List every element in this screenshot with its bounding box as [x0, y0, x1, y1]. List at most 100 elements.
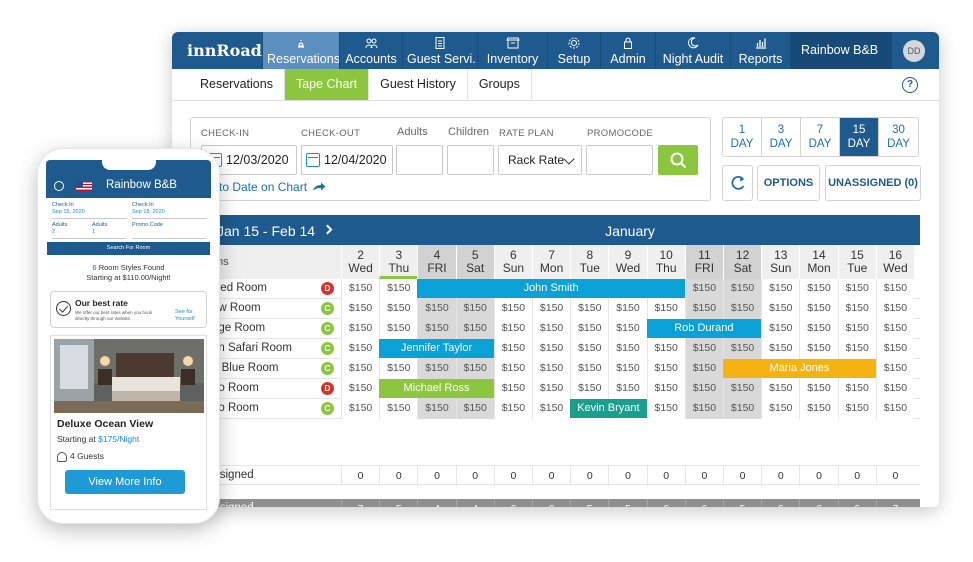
rate-cell[interactable]: $150 [341, 279, 380, 299]
rate-cell[interactable]: $150 [341, 399, 380, 419]
rate-cell[interactable]: $150 [837, 299, 876, 319]
user-avatar[interactable]: DD [903, 40, 925, 62]
mobile-adults-field[interactable]: Adults 2 [52, 222, 67, 236]
rate-cell[interactable]: $150 [875, 339, 914, 359]
nav-item-admin[interactable]: Admin [600, 32, 655, 69]
rate-cell[interactable]: $150 [761, 399, 800, 419]
property-selector[interactable]: Rainbow B&B [790, 32, 892, 90]
rate-cell[interactable]: $150 [570, 359, 609, 379]
rate-cell[interactable]: $150 [723, 399, 762, 419]
nav-item-reservations[interactable]: Reservations [262, 32, 339, 69]
mobile-search-button[interactable]: Search For Room [47, 242, 210, 255]
rate-cell[interactable]: $150 [684, 359, 723, 379]
globe-icon[interactable] [54, 181, 64, 191]
reservation-bar[interactable]: Kevin Bryant [570, 399, 647, 418]
rate-cell[interactable]: $150 [455, 299, 494, 319]
mobile-checkin-field[interactable]: Check In Sep 15, 2020 [52, 202, 85, 216]
rate-cell[interactable]: $150 [761, 339, 800, 359]
rate-cell[interactable]: $150 [761, 299, 800, 319]
rate-cell[interactable]: $150 [608, 339, 647, 359]
rate-cell[interactable]: $150 [493, 339, 532, 359]
room-name[interactable]: Red Room [212, 282, 267, 294]
rate-cell[interactable]: $150 [379, 359, 418, 379]
rate-cell[interactable]: $150 [417, 399, 456, 419]
options-button[interactable]: OPTIONS [757, 165, 820, 201]
rate-cell[interactable]: $150 [493, 399, 532, 419]
rate-cell[interactable]: $150 [684, 399, 723, 419]
nav-item-night-audit[interactable]: Night Audit [655, 32, 730, 69]
rate-cell[interactable]: $150 [532, 299, 571, 319]
rate-cell[interactable]: $150 [608, 319, 647, 339]
rate-cell[interactable]: $150 [837, 399, 876, 419]
rate-cell[interactable]: $150 [761, 319, 800, 339]
reservation-bar[interactable]: Michael Ross [379, 379, 494, 398]
rate-cell[interactable]: $150 [646, 399, 685, 419]
unassigned-button[interactable]: UNASSIGNED (0) [825, 165, 921, 201]
room-name[interactable]: ow Room [212, 302, 261, 314]
rate-cell[interactable]: $150 [799, 339, 838, 359]
rate-cell[interactable]: $150 [455, 399, 494, 419]
day-range-15-button[interactable]: 15 DAY [840, 118, 879, 156]
rate-cell[interactable]: $150 [684, 279, 723, 299]
mobile-adults-field[interactable]: Adults 1 [92, 222, 107, 236]
rate-cell[interactable]: $150 [493, 299, 532, 319]
view-more-info-button[interactable]: View More Info [65, 470, 185, 494]
rate-cell[interactable]: $150 [684, 339, 723, 359]
day-range-3-button[interactable]: 3 DAY [762, 118, 801, 156]
rate-cell[interactable]: $150 [341, 299, 380, 319]
rate-cell[interactable]: $150 [608, 379, 647, 399]
back-to-date-link[interactable]: to Date on Chart [219, 180, 326, 194]
rate-cell[interactable]: $150 [837, 339, 876, 359]
tab-reservations[interactable]: Reservations [172, 69, 285, 100]
promocode-field[interactable] [586, 145, 653, 175]
rate-cell[interactable]: $150 [417, 319, 456, 339]
rate-cell[interactable]: $150 [684, 379, 723, 399]
us-flag-icon[interactable] [76, 181, 92, 191]
refresh-button[interactable] [722, 165, 753, 201]
rate-cell[interactable]: $150 [646, 359, 685, 379]
nav-item-accounts[interactable]: Accounts [339, 32, 402, 69]
nav-item-setup[interactable]: Setup [547, 32, 600, 69]
rate-cell[interactable]: $150 [379, 279, 418, 299]
rate-cell[interactable]: $150 [799, 279, 838, 299]
mobile-checkout-field[interactable]: Check In Sep 18, 2020 [132, 202, 165, 216]
rate-cell[interactable]: $150 [532, 379, 571, 399]
rate-cell[interactable]: $150 [799, 299, 838, 319]
rate-cell[interactable]: $150 [532, 399, 571, 419]
rate-cell[interactable]: $150 [646, 339, 685, 359]
adults-field[interactable] [396, 145, 443, 175]
children-field[interactable] [447, 145, 494, 175]
innroad-logo[interactable]: innRoad [187, 41, 262, 60]
day-range-1-button[interactable]: 1 DAY [723, 118, 762, 156]
rate-cell[interactable]: $150 [799, 379, 838, 399]
room-name[interactable]: nge Room [212, 322, 266, 334]
rateplan-select[interactable]: Rack Rate [498, 145, 582, 175]
rate-cell[interactable]: $150 [799, 319, 838, 339]
rate-cell[interactable]: $150 [341, 339, 380, 359]
day-range-30-button[interactable]: 30 DAY [879, 118, 918, 156]
rate-cell[interactable]: $150 [493, 379, 532, 399]
chevron-right-icon[interactable] [322, 224, 333, 235]
rate-cell[interactable]: $150 [493, 359, 532, 379]
tab-tape-chart[interactable]: Tape Chart [284, 69, 370, 100]
rate-cell[interactable]: $150 [379, 319, 418, 339]
rate-cell[interactable]: $150 [875, 299, 914, 319]
checkout-field[interactable]: 12/04/2020 [301, 145, 393, 175]
search-button[interactable] [658, 145, 698, 175]
rate-cell[interactable]: $150 [532, 359, 571, 379]
day-range-7-button[interactable]: 7 DAY [801, 118, 840, 156]
rate-cell[interactable]: $150 [455, 319, 494, 339]
rate-cell[interactable]: $150 [379, 299, 418, 319]
rate-cell[interactable]: $150 [761, 279, 800, 299]
rate-cell[interactable]: $150 [417, 359, 456, 379]
rate-cell[interactable]: $150 [875, 399, 914, 419]
rate-cell[interactable]: $150 [646, 299, 685, 319]
rate-cell[interactable]: $150 [875, 379, 914, 399]
reservation-bar[interactable]: Rob Durand [646, 319, 762, 338]
rate-cell[interactable]: $150 [684, 299, 723, 319]
rate-cell[interactable]: $150 [379, 399, 418, 419]
rate-cell[interactable]: $150 [723, 339, 762, 359]
tab-groups[interactable]: Groups [468, 69, 532, 100]
help-icon[interactable]: ? [902, 77, 918, 93]
rate-cell[interactable]: $150 [608, 359, 647, 379]
